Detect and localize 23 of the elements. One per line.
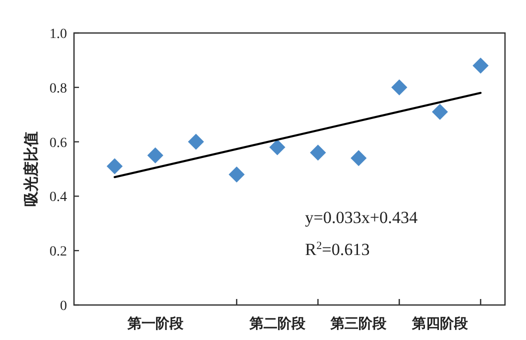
annotation: R$^{2}$=0.613 [305,240,370,259]
point [310,144,326,161]
annotation: y=0.033x+0.434 [305,208,418,227]
point [269,139,286,156]
ytick: 0.8 [50,81,67,96]
xtick: 第四阶段 [412,317,468,332]
point [472,58,489,74]
ytick: 0 [60,299,67,314]
point [350,150,367,166]
ytick: 0.4 [50,190,67,206]
point [391,79,408,96]
point [228,166,245,182]
point [106,158,123,174]
ytick: 0.6 [50,136,67,151]
ylabel: 吸光度比值 [24,132,40,206]
xtick: 第三阶段 [330,317,387,332]
xtick: 第二阶段 [249,317,306,332]
point [432,104,448,120]
ytick: 1.0 [50,27,67,42]
point [147,147,164,164]
point [188,134,204,150]
xtick: 第一阶段 [127,317,184,332]
ytick: 0.2 [50,244,67,260]
